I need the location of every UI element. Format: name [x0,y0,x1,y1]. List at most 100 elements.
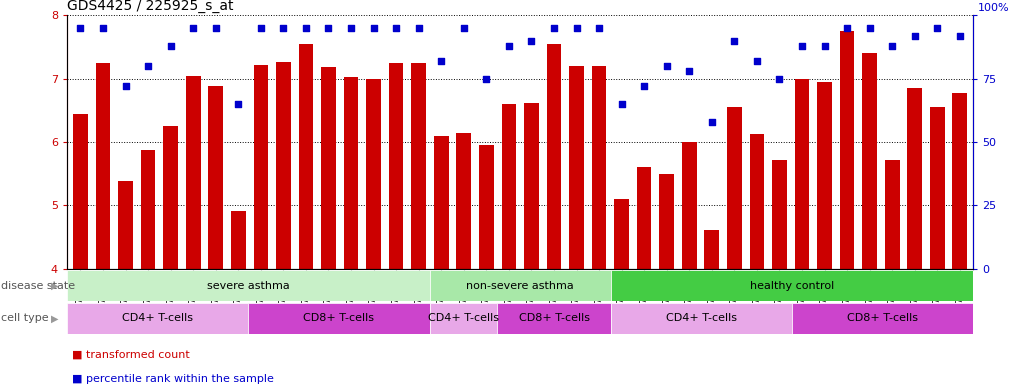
Bar [367,79,381,269]
Bar [344,78,358,269]
Bar [231,210,245,269]
Bar [118,181,133,269]
Text: CD4+ T-cells: CD4+ T-cells [123,313,193,323]
Point [117,83,134,89]
Bar [248,303,430,334]
Point [455,25,472,31]
Text: healthy control: healthy control [750,281,834,291]
Point [794,43,811,49]
Point [952,33,968,39]
Point [366,25,382,31]
Bar [772,160,787,269]
Bar [682,142,696,269]
Text: disease state: disease state [1,281,75,291]
Text: ▶: ▶ [52,281,59,291]
Bar [497,303,611,334]
Point [163,43,179,49]
Bar [795,79,810,269]
Point [230,101,246,107]
Point [838,25,855,31]
Text: non-severe asthma: non-severe asthma [467,281,574,291]
Text: ■ transformed count: ■ transformed count [72,349,190,359]
Point [140,63,157,69]
Bar [434,136,448,269]
Text: CD8+ T-cells: CD8+ T-cells [848,313,918,323]
Bar [67,303,248,334]
Point [207,25,224,31]
Bar [727,107,742,269]
Text: severe asthma: severe asthma [207,281,289,291]
Text: ▶: ▶ [52,313,59,323]
Bar [299,44,313,269]
Point [569,25,585,31]
Point [726,38,743,44]
Bar [253,65,268,269]
Point [906,33,923,39]
Point [275,25,291,31]
Point [95,25,111,31]
Point [298,25,314,31]
Point [410,25,426,31]
Bar [592,66,607,269]
Point [72,25,89,31]
Point [703,119,720,125]
Text: CD8+ T-cells: CD8+ T-cells [304,313,374,323]
Text: cell type: cell type [1,313,48,323]
Point [658,63,675,69]
Point [749,58,765,64]
Bar [907,88,922,269]
Point [388,25,405,31]
Point [929,25,946,31]
Bar [611,303,792,334]
Bar [659,174,674,269]
Bar [611,270,973,301]
Bar [479,145,493,269]
Bar [96,63,110,269]
Point [433,58,449,64]
Point [591,25,608,31]
Bar [930,107,945,269]
Bar [570,66,584,269]
Text: 100%: 100% [977,3,1009,13]
Bar [73,114,88,269]
Bar [430,303,497,334]
Point [817,43,833,49]
Bar [141,150,156,269]
Bar [862,53,877,269]
Bar [321,67,336,269]
Bar [185,76,201,269]
Bar [614,199,629,269]
Point [478,76,494,82]
Bar [817,82,832,269]
Bar [411,63,426,269]
Point [320,25,337,31]
Bar [792,303,973,334]
Point [523,38,540,44]
Point [185,25,202,31]
Bar [388,63,404,269]
Bar [839,31,855,269]
Text: CD4+ T-cells: CD4+ T-cells [666,313,736,323]
Text: ■ percentile rank within the sample: ■ percentile rank within the sample [72,374,274,384]
Bar [456,132,471,269]
Text: GDS4425 / 225925_s_at: GDS4425 / 225925_s_at [67,0,234,13]
Point [681,68,697,74]
Bar [953,93,967,269]
Bar [547,44,561,269]
Bar [430,270,611,301]
Point [614,101,630,107]
Bar [524,103,539,269]
Bar [502,104,516,269]
Bar [637,167,652,269]
Point [252,25,269,31]
Point [861,25,878,31]
Point [771,76,788,82]
Bar [164,126,178,269]
Point [636,83,652,89]
Text: CD8+ T-cells: CD8+ T-cells [519,313,589,323]
Text: CD4+ T-cells: CD4+ T-cells [428,313,499,323]
Point [546,25,562,31]
Point [501,43,517,49]
Point [884,43,900,49]
Bar [67,270,430,301]
